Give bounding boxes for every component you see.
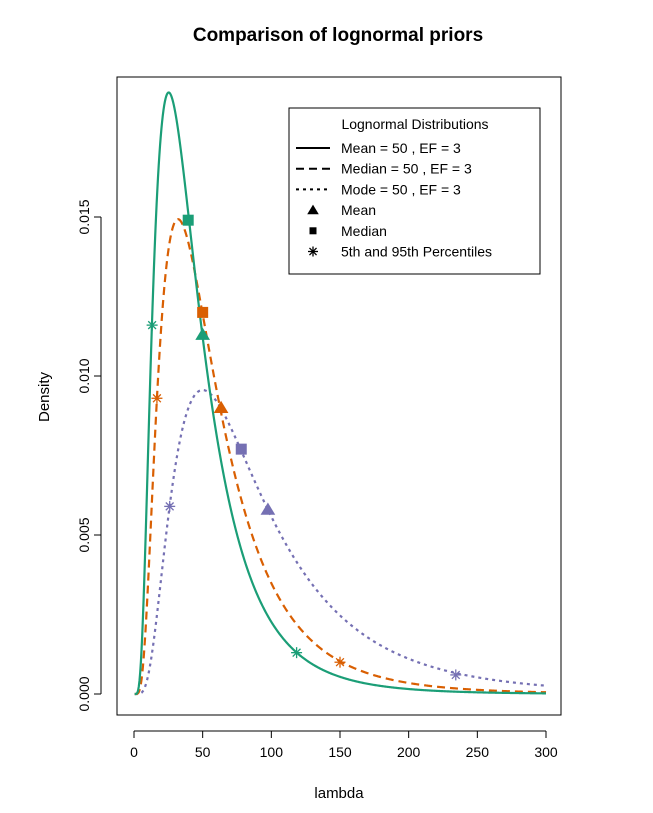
mean-marker-solid bbox=[195, 327, 211, 340]
density-curve-dotted bbox=[134, 388, 547, 696]
p95-marker-solid-stroke bbox=[292, 648, 301, 658]
x-tick-label: 0 bbox=[130, 744, 138, 760]
legend-entry-label: Median bbox=[341, 223, 387, 239]
p95-marker-dotted bbox=[450, 669, 462, 681]
legend-square-swatch bbox=[309, 227, 317, 235]
p5-marker-dotted bbox=[164, 500, 176, 512]
legend-entry: Median bbox=[309, 223, 387, 239]
p5-marker-solid-stroke bbox=[147, 320, 157, 330]
median-marker-dotted bbox=[235, 443, 247, 455]
x-tick-label: 150 bbox=[328, 744, 352, 760]
legend-entry-label: Median = 50 , EF = 3 bbox=[341, 161, 472, 177]
p95-marker-dashed bbox=[334, 656, 346, 668]
density-curve-solid bbox=[134, 91, 546, 696]
p95-marker-dashed-stroke bbox=[335, 657, 345, 667]
plot-markers bbox=[146, 214, 462, 681]
legend-entries: Mean = 50 , EF = 3 Median = 50 , EF = 3 Mo… bbox=[296, 140, 492, 260]
legend-title: Lognormal Distributions bbox=[341, 116, 488, 132]
y-tick-label: 0.015 bbox=[76, 199, 92, 234]
mean-marker-dotted bbox=[260, 502, 276, 515]
x-tick-label: 50 bbox=[195, 744, 211, 760]
legend-entry: Mean bbox=[307, 202, 376, 218]
p95-marker-dotted-stroke bbox=[451, 670, 461, 680]
x-axis: 0 50 100 150 200 250 300 bbox=[130, 730, 558, 760]
legend-triangle-swatch bbox=[307, 204, 319, 215]
legend-box bbox=[288, 107, 541, 275]
legend-entry: Mean = 50 , EF = 3 bbox=[296, 140, 461, 156]
x-tick-label: 100 bbox=[260, 744, 284, 760]
x-axis-label: lambda bbox=[314, 785, 364, 802]
x-tick-label: 300 bbox=[534, 744, 558, 760]
legend-entry-label: Mean bbox=[341, 202, 376, 218]
legend-entry-label: 5th and 95th Percentiles bbox=[341, 244, 492, 260]
legend-entry: Mode = 50 , EF = 3 bbox=[296, 181, 461, 197]
p5-marker-solid bbox=[146, 319, 158, 331]
y-tick-label: 0.005 bbox=[76, 517, 92, 552]
median-marker-solid bbox=[182, 214, 194, 226]
mean-marker-dashed bbox=[213, 400, 229, 414]
x-tick-label: 250 bbox=[466, 744, 490, 760]
x-tick-label: 200 bbox=[397, 744, 421, 760]
legend-entry-label: Mean = 50 , EF = 3 bbox=[341, 140, 461, 156]
median-marker-dashed bbox=[197, 306, 209, 318]
legend-entry-label: Mode = 50 , EF = 3 bbox=[341, 181, 461, 197]
p5-marker-dashed bbox=[151, 392, 163, 404]
y-tick-label: 0.010 bbox=[76, 358, 92, 393]
legend-asterisk-swatch-stroke bbox=[309, 247, 317, 256]
chart-title: Comparison of lognormal priors bbox=[193, 25, 483, 46]
plot-frame bbox=[116, 76, 562, 716]
legend-entry: Median = 50 , EF = 3 bbox=[296, 161, 472, 177]
p5-marker-dashed-stroke bbox=[152, 393, 162, 403]
p5-marker-dotted-stroke bbox=[165, 502, 175, 511]
legend-entry: 5th and 95th Percentiles bbox=[308, 244, 492, 260]
p95-marker-solid bbox=[291, 647, 303, 659]
y-axis-label: Density bbox=[36, 371, 53, 422]
y-axis: 0.000 0.005 0.010 0.015 bbox=[76, 199, 102, 712]
y-tick-label: 0.000 bbox=[76, 676, 92, 711]
legend: Lognormal Distributions Mean = 50 , EF =… bbox=[288, 107, 541, 275]
legend-asterisk-swatch bbox=[308, 246, 318, 257]
